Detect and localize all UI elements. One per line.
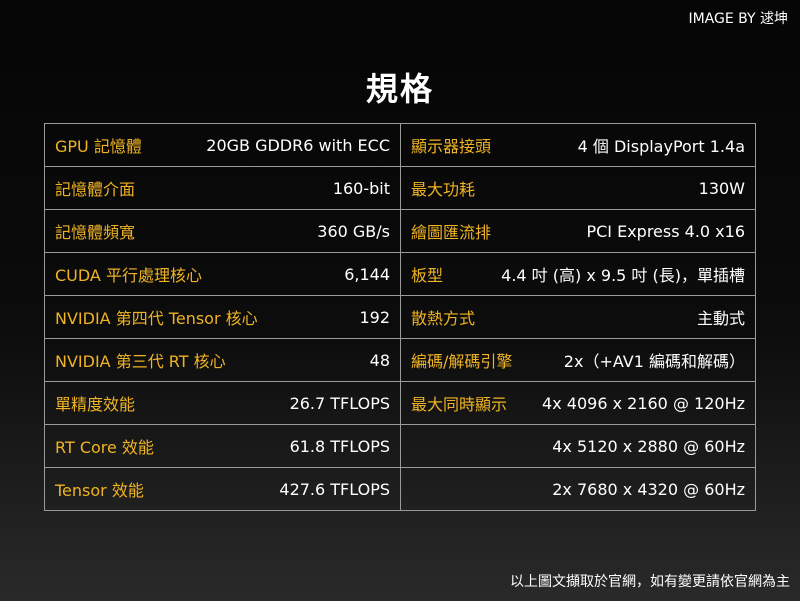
spec-cell: RT Core 效能 61.8 TFLOPS [44,424,401,468]
spec-value: 48 [369,350,390,370]
spec-value: PCI Express 4.0 x16 [586,221,745,241]
table-row: 單精度效能 26.7 TFLOPS 最大同時顯示 4x 4096 x 2160 @ … [44,381,756,425]
spec-label: NVIDIA 第三代 RT 核心 [55,352,226,371]
spec-label: 編碼/解碼引擎 [411,352,513,371]
spec-cell: 最大功耗 130W [400,166,756,210]
footer-note: 以上圖文擷取於官網，如有變更請依官網為主 [510,574,790,590]
spec-cell: GPU 記憶體 20GB GDDR6 with ECC [44,123,401,167]
spec-cell: 2x 7680 x 4320 @ 60Hz [400,467,756,511]
spec-cell: 單精度效能 26.7 TFLOPS [44,381,401,425]
table-row: 記憶體介面 160-bit 最大功耗 130W [44,166,756,210]
spec-cell: NVIDIA 第三代 RT 核心 48 [44,338,401,382]
spec-value: 61.8 TFLOPS [289,436,390,456]
spec-label: Tensor 效能 [55,481,144,500]
spec-label: 記憶體頻寬 [55,223,136,242]
spec-value: 2x 7680 x 4320 @ 60Hz [552,479,745,499]
spec-value: 192 [359,307,390,327]
spec-value: 4 個 DisplayPort 1.4a [577,137,745,156]
spec-value: 4x 5120 x 2880 @ 60Hz [552,436,745,456]
table-row: CUDA 平行處理核心 6,144 板型 4.4 吋 (高) x 9.5 吋 (長)… [44,252,756,296]
spec-cell: 顯示器接頭 4 個 DisplayPort 1.4a [400,123,756,167]
table-row: NVIDIA 第三代 RT 核心 48 編碼/解碼引擎 2x（+AV1 編碼和解碼） [44,338,756,382]
spec-label: 散熱方式 [411,309,476,328]
spec-label: 板型 [411,266,444,285]
image-credit: IMAGE BY 逑坤 [688,11,788,27]
spec-value: 427.6 TFLOPS [279,479,390,499]
spec-value: 26.7 TFLOPS [289,393,390,413]
spec-label: 最大功耗 [411,180,476,199]
spec-label: 記憶體介面 [55,180,136,199]
spec-cell: 編碼/解碼引擎 2x（+AV1 編碼和解碼） [400,338,756,382]
spec-value: 主動式 [696,309,745,328]
page-title: 規格 [365,70,434,108]
spec-label: RT Core 效能 [55,438,154,457]
spec-label: 繪圖匯流排 [411,223,492,242]
spec-table: GPU 記憶體 20GB GDDR6 with ECC 顯示器接頭 4 個 Disp… [44,123,756,511]
spec-cell: 最大同時顯示 4x 4096 x 2160 @ 120Hz [400,381,756,425]
spec-value: 4.4 吋 (高) x 9.5 吋 (長)，單插槽 [501,266,745,285]
spec-label: 顯示器接頭 [411,137,492,156]
spec-label: 單精度效能 [55,395,136,414]
spec-cell: 4x 5120 x 2880 @ 60Hz [400,424,756,468]
spec-cell: 板型 4.4 吋 (高) x 9.5 吋 (長)，單插槽 [400,252,756,296]
spec-value: 160-bit [332,178,390,198]
spec-cell: Tensor 效能 427.6 TFLOPS [44,467,401,511]
table-row: RT Core 效能 61.8 TFLOPS 4x 5120 x 2880 @ 6… [44,424,756,468]
spec-value: 4x 4096 x 2160 @ 120Hz [542,393,745,413]
spec-value: 6,144 [344,264,390,284]
spec-value: 2x（+AV1 編碼和解碼） [563,352,745,371]
spec-label: NVIDIA 第四代 Tensor 核心 [55,309,258,328]
spec-cell: 記憶體介面 160-bit [44,166,401,210]
table-row: GPU 記憶體 20GB GDDR6 with ECC 顯示器接頭 4 個 Disp… [44,123,756,167]
spec-value: 130W [698,178,745,198]
spec-value: 360 GB/s [317,221,390,241]
spec-label: CUDA 平行處理核心 [55,266,202,285]
spec-label: GPU 記憶體 [55,137,142,156]
spec-value: 20GB GDDR6 with ECC [206,135,390,155]
table-row: Tensor 效能 427.6 TFLOPS 2x 7680 x 4320 @ 6… [44,467,756,511]
spec-cell: CUDA 平行處理核心 6,144 [44,252,401,296]
table-row: 記憶體頻寬 360 GB/s 繪圖匯流排 PCI Express 4.0 x16 [44,209,756,253]
table-row: NVIDIA 第四代 Tensor 核心 192 散熱方式 主動式 [44,295,756,339]
spec-cell: NVIDIA 第四代 Tensor 核心 192 [44,295,401,339]
spec-cell: 繪圖匯流排 PCI Express 4.0 x16 [400,209,756,253]
spec-cell: 散熱方式 主動式 [400,295,756,339]
spec-cell: 記憶體頻寬 360 GB/s [44,209,401,253]
spec-label: 最大同時顯示 [411,395,508,414]
